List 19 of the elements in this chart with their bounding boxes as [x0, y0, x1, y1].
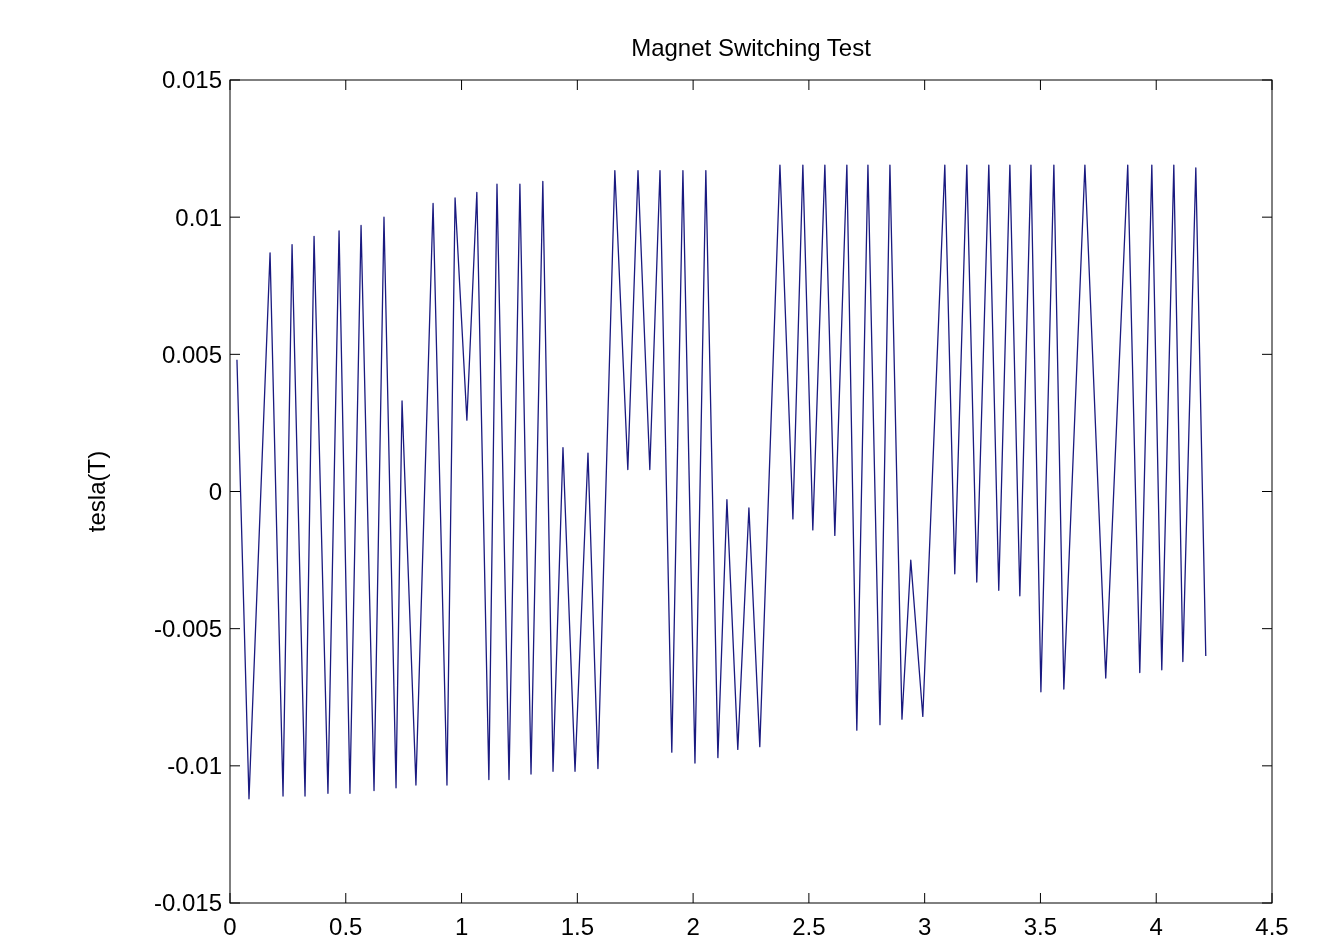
x-tick-label: 0.5	[329, 913, 363, 940]
x-tick-label: 1.5	[560, 913, 595, 940]
y-tick-label: -0.015	[153, 889, 222, 917]
line-series	[236, 164, 1207, 800]
y-tick-label: 0.015	[161, 66, 222, 94]
y-tick-label: 0.005	[161, 340, 222, 368]
x-tick-label: 3	[917, 913, 932, 940]
x-tick-label: 3.5	[1023, 913, 1058, 940]
x-tick-label: 2	[686, 913, 700, 940]
x-tick-label: 4.5	[1255, 913, 1289, 940]
y-tick-label: 0	[208, 477, 222, 505]
y-tick-label: -0.005	[153, 615, 222, 643]
x-tick-label: 1	[454, 913, 469, 940]
y-tick-label: 0.01	[175, 203, 222, 231]
x-tick-label: 2.5	[792, 913, 826, 940]
x-tick-label: 4	[1149, 913, 1163, 940]
y-tick-label: -0.01	[167, 752, 222, 780]
y-axis-title: tesla(T)	[83, 450, 110, 533]
chart-title: Magnet Switching Test	[631, 34, 872, 61]
